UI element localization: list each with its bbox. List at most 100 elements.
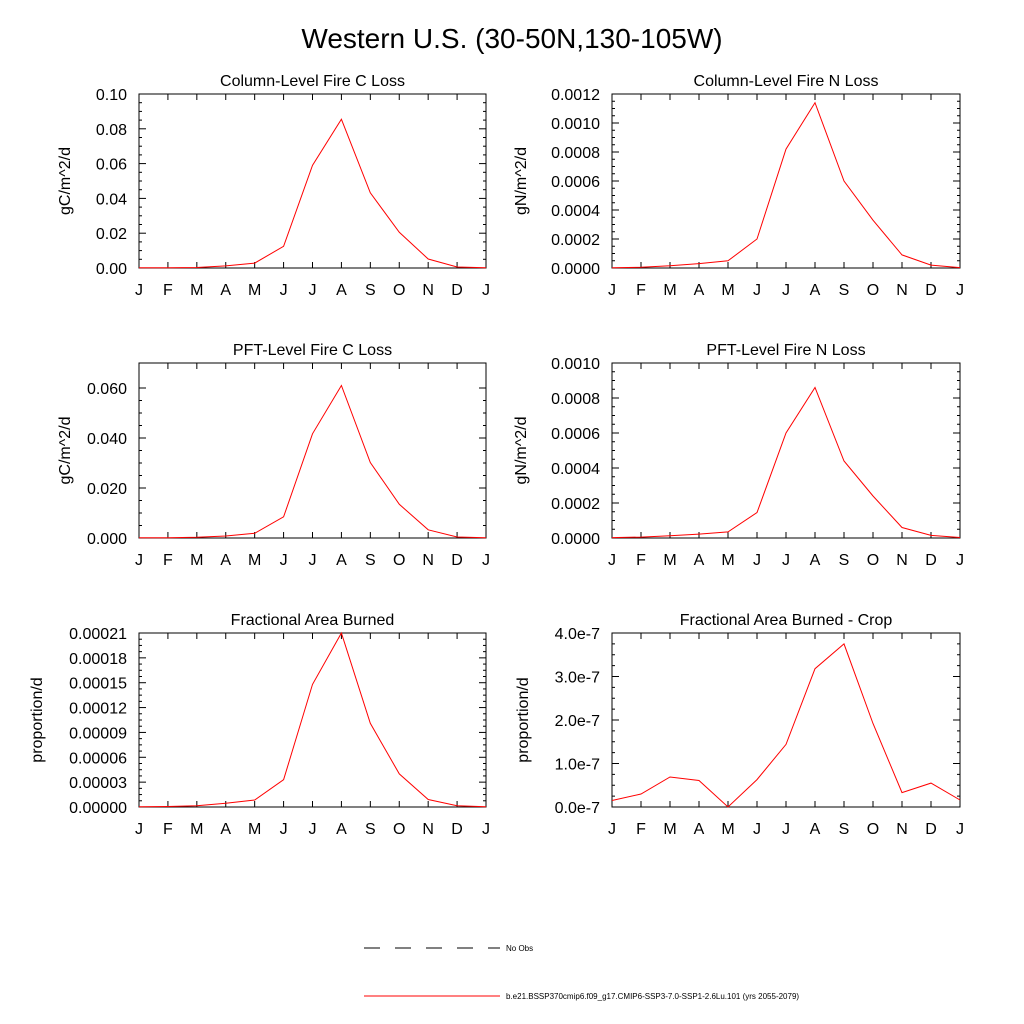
y-tick-label: 0.0008: [551, 145, 600, 162]
x-tick-label: J: [309, 552, 317, 569]
x-tick-label: D: [451, 552, 463, 569]
x-tick-label: J: [135, 821, 143, 838]
x-tick-label: M: [190, 282, 203, 299]
x-tick-label: S: [365, 552, 376, 569]
x-tick-label: J: [482, 282, 490, 299]
y-tick-label: 4.0e-7: [555, 626, 600, 643]
y-tick-label: 0.0012: [551, 87, 600, 104]
x-tick-label: F: [163, 821, 173, 838]
x-tick-label: D: [925, 282, 937, 299]
y-tick-label: 0.10: [96, 87, 127, 104]
y-tick-label: 1.0e-7: [555, 757, 600, 774]
chart-title: Column-Level Fire N Loss: [694, 73, 879, 90]
x-tick-label: A: [336, 552, 347, 569]
y-tick-label: 0.0002: [551, 496, 600, 513]
y-tick-label: 0.0006: [551, 174, 600, 191]
x-tick-label: A: [336, 821, 347, 838]
chart-title: PFT-Level Fire C Loss: [233, 342, 392, 359]
x-tick-label: J: [782, 552, 790, 569]
x-tick-label: S: [839, 552, 850, 569]
x-tick-label: M: [190, 552, 203, 569]
legend-label-model: b.e21.BSSP370cmip6.f09_g17.CMIP6-SSP3-7.…: [506, 992, 799, 1001]
y-axis-label: gN/m^2/d: [513, 147, 530, 215]
y-tick-label: 3.0e-7: [555, 670, 600, 687]
x-tick-label: A: [220, 282, 231, 299]
y-axis-label: gC/m^2/d: [57, 417, 74, 485]
x-tick-label: N: [422, 282, 434, 299]
series-line: [611, 386, 961, 539]
x-tick-label: O: [867, 821, 879, 838]
x-tick-label: J: [956, 282, 964, 299]
x-tick-label: M: [721, 282, 734, 299]
x-tick-label: M: [663, 552, 676, 569]
y-tick-label: 0.0006: [551, 426, 600, 443]
x-tick-label: M: [248, 821, 261, 838]
x-tick-label: J: [482, 821, 490, 838]
x-tick-label: M: [248, 282, 261, 299]
y-tick-label: 0.00015: [69, 676, 127, 693]
x-tick-label: A: [810, 821, 821, 838]
x-tick-label: M: [248, 552, 261, 569]
y-tick-label: 0.00003: [69, 775, 127, 792]
x-tick-label: O: [393, 552, 405, 569]
y-tick-label: 0.0008: [551, 391, 600, 408]
x-tick-label: J: [280, 282, 288, 299]
x-tick-label: N: [422, 552, 434, 569]
x-tick-label: O: [393, 821, 405, 838]
x-tick-label: M: [721, 552, 734, 569]
x-tick-label: S: [365, 821, 376, 838]
x-tick-label: M: [190, 821, 203, 838]
legend-label-no-obs: No Obs: [506, 944, 533, 953]
y-tick-label: 0.04: [96, 191, 127, 208]
x-tick-label: J: [782, 282, 790, 299]
y-tick-label: 0.0004: [551, 203, 600, 220]
x-tick-label: A: [810, 552, 821, 569]
x-tick-label: F: [636, 282, 646, 299]
y-tick-label: 0.0010: [551, 356, 600, 373]
series-line: [611, 101, 961, 269]
x-tick-label: N: [896, 821, 908, 838]
x-tick-label: A: [220, 552, 231, 569]
y-tick-label: 0.00006: [69, 750, 127, 767]
y-tick-label: 0.00000: [69, 800, 127, 817]
y-tick-label: 0.0004: [551, 461, 600, 478]
chart-title: PFT-Level Fire N Loss: [706, 342, 865, 359]
x-tick-label: J: [956, 552, 964, 569]
x-tick-label: J: [753, 282, 761, 299]
x-tick-label: J: [753, 821, 761, 838]
series-line: [139, 118, 487, 269]
x-tick-label: J: [135, 282, 143, 299]
y-tick-label: 0.0010: [551, 116, 600, 133]
x-tick-label: J: [482, 552, 490, 569]
plot-frame: [138, 93, 487, 269]
y-axis-label: proportion/d: [29, 677, 46, 762]
plot-frame: [611, 93, 961, 269]
x-tick-label: A: [220, 821, 231, 838]
y-tick-label: 0.08: [96, 122, 127, 139]
x-tick-label: S: [839, 282, 850, 299]
series-line: [611, 643, 961, 808]
x-tick-label: J: [956, 821, 964, 838]
x-tick-label: J: [782, 821, 790, 838]
y-tick-label: 0.040: [87, 431, 127, 448]
x-tick-label: J: [309, 821, 317, 838]
x-tick-label: D: [925, 821, 937, 838]
x-tick-label: S: [839, 821, 850, 838]
x-tick-label: N: [896, 282, 908, 299]
y-tick-label: 0.0e-7: [555, 800, 600, 817]
plot-frame: [138, 362, 487, 539]
y-tick-label: 0.020: [87, 481, 127, 498]
x-tick-label: N: [896, 552, 908, 569]
x-tick-label: M: [721, 821, 734, 838]
y-tick-label: 0.00: [96, 261, 127, 278]
y-tick-label: 2.0e-7: [555, 713, 600, 730]
y-tick-label: 0.0000: [551, 531, 600, 548]
x-tick-label: F: [163, 282, 173, 299]
y-tick-label: 0.00009: [69, 725, 127, 742]
x-tick-label: M: [663, 821, 676, 838]
y-tick-label: 0.00018: [69, 651, 127, 668]
